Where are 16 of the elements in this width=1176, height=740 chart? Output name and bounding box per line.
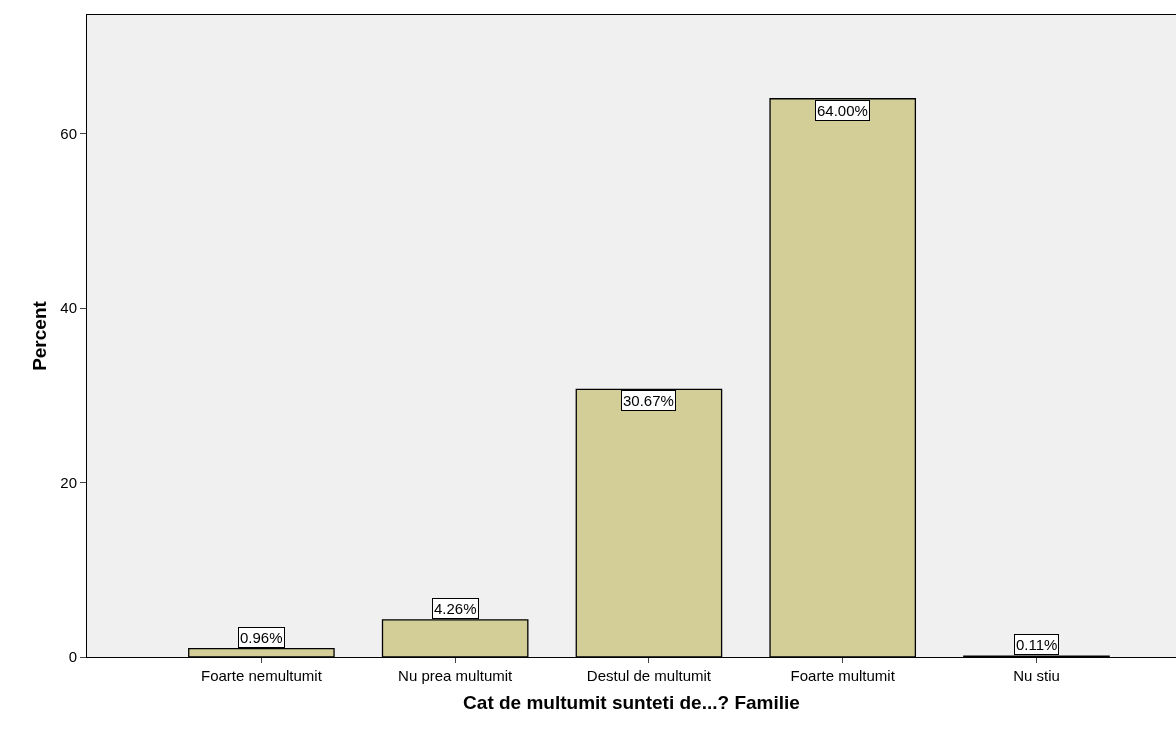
data-label: 0.11%	[1016, 636, 1058, 653]
data-label: 0.96%	[240, 629, 283, 646]
y-tick-label: 40	[60, 299, 77, 317]
data-label: 4.26%	[434, 600, 477, 617]
x-tick-label: Foarte nemultumit	[200, 667, 323, 684]
data-label: 64.00%	[817, 102, 868, 119]
data-label: 30.67%	[623, 392, 674, 409]
x-tick-label: Nu stiu	[1013, 667, 1060, 684]
y-tick-label: 0	[68, 648, 77, 666]
x-tick-label: Destul de multumit	[586, 667, 712, 684]
x-tick-label: Foarte multumit	[790, 667, 896, 684]
y-tick-label: 20	[60, 473, 77, 491]
y-axis-title: Percent	[29, 300, 51, 371]
y-tick-label: 60	[60, 124, 77, 142]
x-axis-title: Cat de multumit sunteti de...? Familie	[463, 691, 800, 713]
x-tick-label: Nu prea multumit	[398, 667, 514, 684]
